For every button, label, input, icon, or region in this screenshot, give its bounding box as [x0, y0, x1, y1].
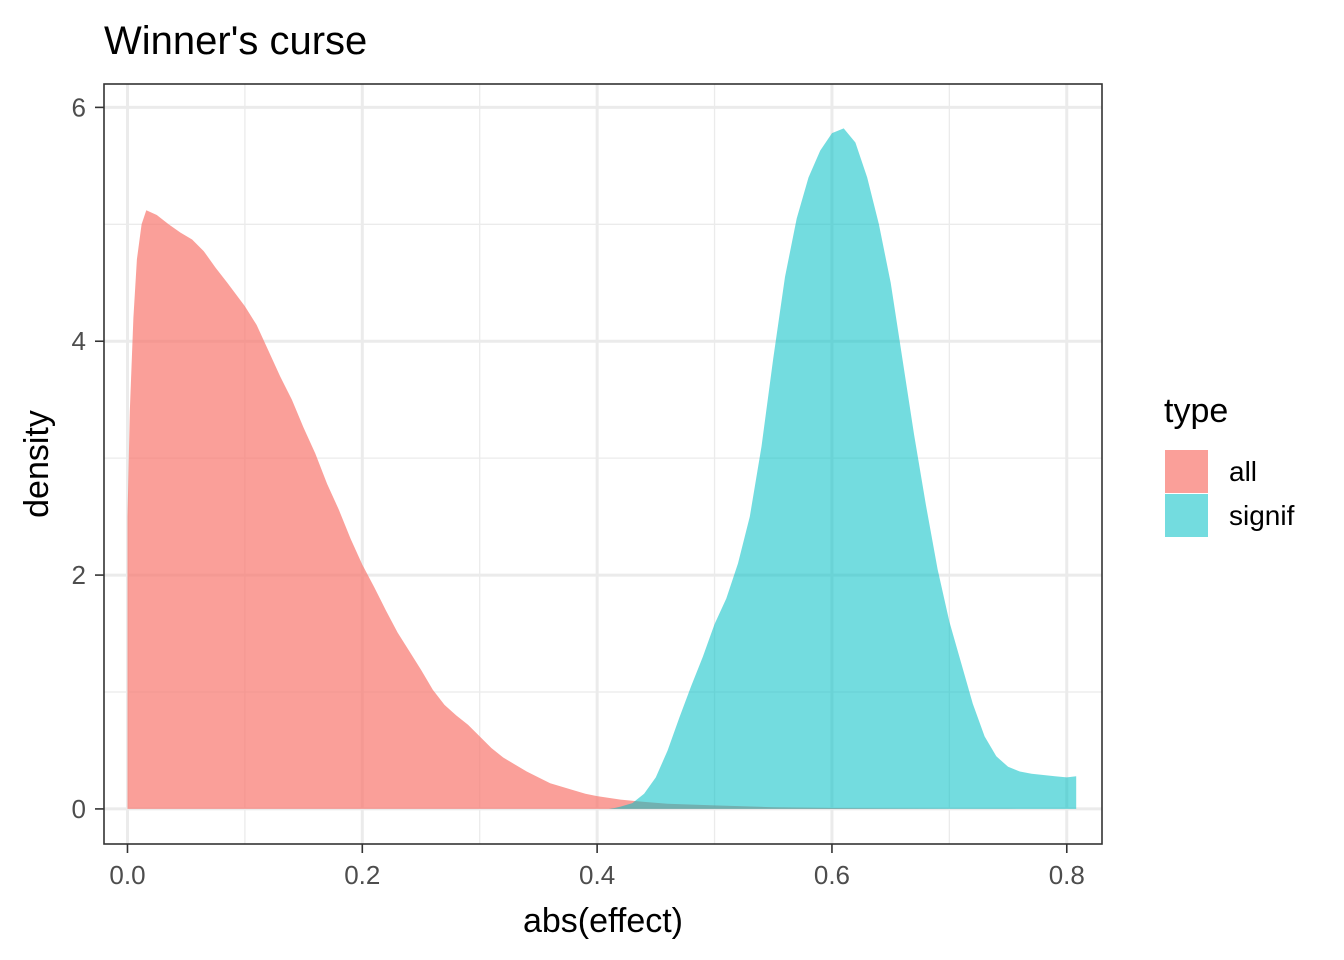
- legend-title: type: [1164, 392, 1228, 430]
- y-axis-title: density: [18, 410, 56, 518]
- chart-title: Winner's curse: [104, 19, 367, 63]
- x-tick-label: 0.4: [579, 860, 615, 890]
- legend-label-signif: signif: [1229, 500, 1295, 531]
- y-tick-label: 6: [72, 92, 86, 122]
- minor-gridlines: [104, 84, 1102, 844]
- x-axis: 0.0 0.2 0.4 0.6 0.8: [109, 844, 1085, 890]
- x-tick-label: 0.6: [814, 860, 850, 890]
- x-tick-label: 0.2: [344, 860, 380, 890]
- x-tick-label: 0.8: [1049, 860, 1085, 890]
- legend-key-signif: [1165, 494, 1208, 537]
- y-tick-label: 2: [72, 560, 86, 590]
- density-area-signif: [608, 128, 1077, 809]
- density-area-all: [127, 210, 1077, 809]
- y-tick-label: 4: [72, 326, 86, 356]
- legend: type all signif: [1164, 392, 1295, 537]
- x-axis-title: abs(effect): [523, 902, 683, 940]
- y-axis: 0 2 4 6: [72, 92, 104, 824]
- x-tick-label: 0.0: [109, 860, 145, 890]
- legend-label-all: all: [1229, 456, 1257, 487]
- plot-border: [103, 83, 1103, 845]
- y-tick-label: 0: [72, 794, 86, 824]
- density-areas: [127, 128, 1077, 809]
- legend-key-all: [1165, 450, 1208, 493]
